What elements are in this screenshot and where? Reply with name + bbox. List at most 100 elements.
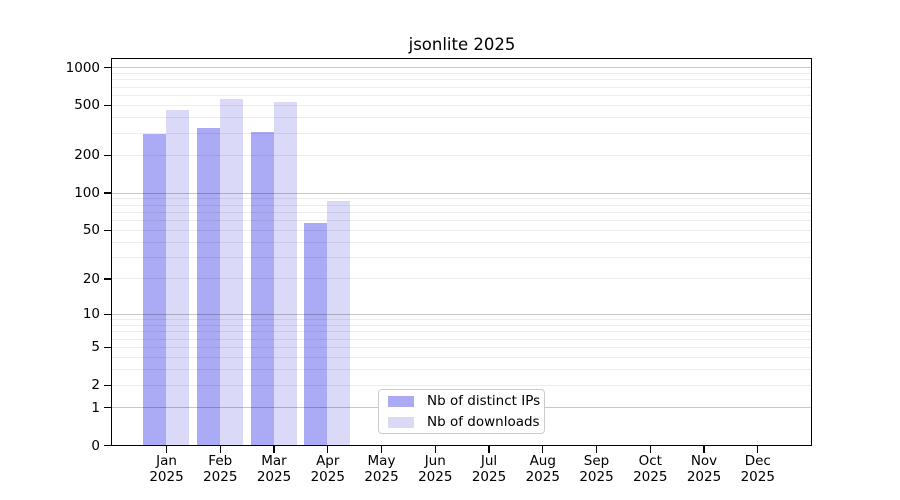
x-tick-mark xyxy=(542,446,544,453)
y-tick-mark xyxy=(104,384,111,386)
x-tick-year: 2025 xyxy=(471,469,507,486)
x-tick-mark xyxy=(649,446,651,453)
y-tick-mark xyxy=(104,104,111,107)
y-tick-label: 10 xyxy=(82,306,100,323)
y-tick-mark xyxy=(104,406,111,409)
x-tick-mark xyxy=(219,446,221,453)
legend-item-downloads: Nb of downloads xyxy=(379,413,544,431)
x-tick-label-mar: Mar 2025 xyxy=(244,453,304,485)
gridline-minor xyxy=(112,211,811,213)
gridline-minor xyxy=(112,104,811,106)
plot-area xyxy=(111,58,812,446)
x-tick-label-oct: Oct 2025 xyxy=(620,453,680,485)
y-tick-label: 2 xyxy=(91,377,100,394)
x-tick-label-jun: Jun 2025 xyxy=(405,453,465,485)
gridline-minor xyxy=(112,331,811,333)
y-tick-label: 1000 xyxy=(65,59,100,76)
bar-mar-downloads xyxy=(273,101,297,445)
x-tick-label-may: May 2025 xyxy=(352,453,412,485)
gridline-minor xyxy=(112,204,811,206)
gridline-minor xyxy=(112,154,811,156)
x-tick-mark xyxy=(434,446,436,453)
legend-label-distinct-ips: Nb of distinct IPs xyxy=(427,393,541,409)
x-tick-mark xyxy=(327,446,329,453)
x-tick-mark xyxy=(165,446,168,453)
chart-title: jsonlite 2025 xyxy=(408,35,516,54)
gridline-minor xyxy=(112,86,811,88)
gridline-minor xyxy=(112,278,811,280)
gridline-major xyxy=(112,67,811,69)
x-tick-year: 2025 xyxy=(418,469,453,486)
x-tick-mark xyxy=(703,446,705,453)
x-tick-label-jul: Jul 2025 xyxy=(459,453,519,485)
gridline-major xyxy=(112,313,811,315)
gridline-minor xyxy=(112,241,811,243)
y-tick-mark xyxy=(104,229,111,232)
x-tick-year: 2025 xyxy=(579,469,614,486)
gridline-major xyxy=(112,192,811,194)
y-tick-mark xyxy=(104,154,111,156)
y-tick-label: 500 xyxy=(74,97,100,114)
x-tick-label-dec: Dec 2025 xyxy=(728,453,788,485)
bar-mar-distinct-ips xyxy=(250,131,274,445)
legend-swatch-distinct-ips xyxy=(388,395,414,407)
y-tick-mark xyxy=(104,67,111,69)
gridline-minor xyxy=(112,220,811,222)
bar-apr-downloads xyxy=(327,201,351,445)
x-tick-mark xyxy=(488,446,490,453)
x-tick-mark xyxy=(273,446,275,453)
gridline-minor xyxy=(112,229,811,231)
x-tick-label-apr: Apr 2025 xyxy=(298,453,358,485)
gridline-minor xyxy=(112,132,811,134)
x-tick-mark xyxy=(595,446,598,453)
y-tick-label: 1 xyxy=(91,399,100,416)
gridline-minor xyxy=(112,95,811,96)
x-tick-year: 2025 xyxy=(686,469,722,486)
y-tick-mark xyxy=(104,313,111,315)
gridline-minor xyxy=(112,384,811,386)
x-tick-year: 2025 xyxy=(633,469,668,486)
bar-apr-distinct-ips xyxy=(304,222,328,445)
bar-feb-distinct-ips xyxy=(196,128,220,445)
gridline-minor xyxy=(112,319,811,321)
x-tick-label-feb: Feb 2025 xyxy=(190,453,250,485)
gridline-minor xyxy=(112,257,811,259)
x-tick-mark xyxy=(757,446,759,453)
x-tick-year: 2025 xyxy=(310,469,345,486)
legend-item-distinct-ips: Nb of distinct IPs xyxy=(379,392,544,410)
gridline-minor xyxy=(112,369,811,371)
gridline-minor xyxy=(112,198,811,200)
bar-jan-downloads xyxy=(166,110,189,445)
y-tick-mark xyxy=(104,192,111,194)
y-tick-mark xyxy=(104,278,111,280)
gridline-minor xyxy=(112,346,811,348)
legend-label-downloads: Nb of downloads xyxy=(427,414,540,430)
y-tick-label: 5 xyxy=(91,339,100,356)
bar-jan-distinct-ips xyxy=(143,134,166,445)
y-tick-label: 100 xyxy=(74,185,100,202)
x-tick-label-jan: Jan 2025 xyxy=(137,453,197,485)
y-tick-label: 50 xyxy=(82,222,100,239)
x-tick-mark xyxy=(380,446,383,453)
x-tick-year: 2025 xyxy=(149,469,184,486)
x-tick-year: 2025 xyxy=(364,469,399,486)
y-tick-mark xyxy=(104,346,111,349)
x-tick-label-aug: Aug 2025 xyxy=(513,453,573,485)
bars-layer xyxy=(112,59,811,445)
x-tick-label-sep: Sep 2025 xyxy=(567,453,627,485)
gridline-minor xyxy=(112,338,811,340)
y-tick-label: 20 xyxy=(82,270,100,287)
grid-layer xyxy=(112,59,811,445)
bar-feb-downloads xyxy=(219,98,243,445)
y-tick-label: 0 xyxy=(91,437,100,454)
gridline-minor xyxy=(112,72,811,74)
x-tick-year: 2025 xyxy=(525,469,560,486)
gridline-minor xyxy=(112,117,811,119)
x-tick-year: 2025 xyxy=(740,469,775,486)
legend: Nb of distinct IPs Nb of downloads xyxy=(378,389,545,434)
legend-swatch-downloads xyxy=(388,416,414,428)
x-tick-year: 2025 xyxy=(256,469,292,486)
gridline-minor xyxy=(112,79,811,81)
gridline-minor xyxy=(112,324,811,326)
gridline-minor xyxy=(112,356,811,358)
